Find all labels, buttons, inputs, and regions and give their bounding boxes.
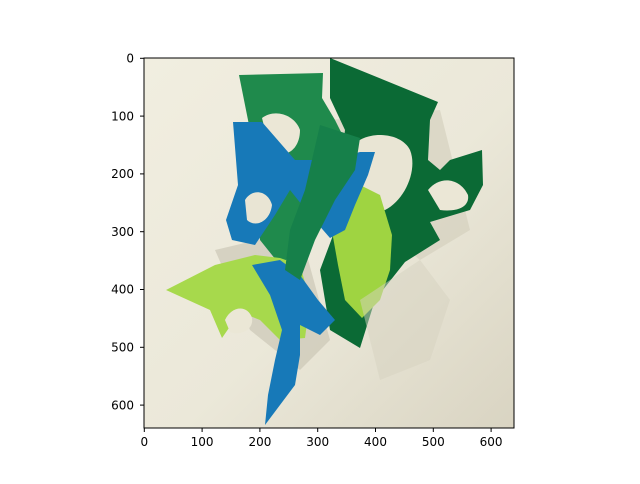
x-tick-label: 100 <box>191 435 214 449</box>
y-axis: 0 100 200 300 400 500 600 <box>111 52 144 412</box>
blue-cutout-2 <box>252 260 335 425</box>
shadow-shape-3 <box>360 260 450 380</box>
y-tick-label: 300 <box>111 225 134 239</box>
x-tick-label: 600 <box>480 435 503 449</box>
x-tick-label: 0 <box>140 435 148 449</box>
image-area <box>144 58 514 428</box>
y-tick-label: 100 <box>111 109 134 123</box>
y-tick-label: 600 <box>111 398 134 412</box>
x-axis: 0 100 200 300 400 500 600 <box>140 428 503 449</box>
y-tick-label: 0 <box>126 52 134 66</box>
y-tick-label: 500 <box>111 341 134 355</box>
green-strip <box>285 125 360 280</box>
x-tick-label: 400 <box>364 435 387 449</box>
x-tick-label: 300 <box>306 435 329 449</box>
blue-cutout-hole <box>245 192 272 224</box>
axes-frame <box>143 57 515 429</box>
y-tick-label: 200 <box>111 167 134 181</box>
y-tick-label: 400 <box>111 283 134 297</box>
x-tick-label: 500 <box>422 435 445 449</box>
light-green-hole <box>225 308 253 334</box>
dark-green-hole-2 <box>428 180 469 211</box>
x-tick-label: 200 <box>248 435 271 449</box>
